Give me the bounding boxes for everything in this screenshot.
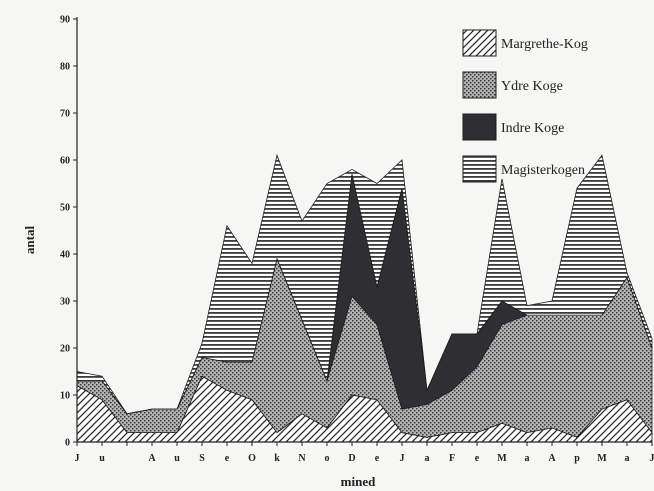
legend-swatch [462, 29, 497, 57]
x-tick-label: u [174, 453, 180, 464]
x-tick-label: N [298, 453, 306, 464]
x-tick-label: o [325, 453, 330, 464]
y-axis-ticks: 0 10 20 30 40 50 60 70 80 90 [60, 15, 77, 449]
y-tick-label: 40 [60, 250, 70, 261]
x-tick-label: e [475, 453, 480, 464]
y-tick-label: 60 [60, 156, 70, 167]
x-tick-label: J [400, 453, 405, 464]
x-axis-title: mined [341, 474, 376, 489]
legend: Margrethe-Kog Ydre Koge Indre Koge Magister… [462, 29, 588, 183]
x-tick-label: k [274, 453, 280, 464]
y-tick-label: 0 [65, 438, 70, 449]
legend-swatch [462, 113, 497, 141]
x-tick-label: a [525, 453, 530, 464]
x-tick-label: O [248, 453, 256, 464]
axes [76, 17, 652, 443]
legend-swatch [462, 155, 497, 183]
x-tick-label: F [449, 453, 455, 464]
x-tick-label: M [497, 453, 507, 464]
legend-label: Magisterkogen [501, 163, 585, 178]
y-tick-label: 90 [60, 15, 70, 26]
x-tick-label: a [425, 453, 430, 464]
series-area-magisterkogen [76, 153, 653, 415]
legend-label: Margrethe-Kog [501, 37, 588, 52]
y-tick-label: 30 [60, 297, 70, 308]
y-axis-title: antal [22, 226, 37, 255]
x-tick-label: e [375, 453, 380, 464]
y-tick-label: 20 [60, 344, 70, 355]
y-tick-label: 50 [60, 203, 70, 214]
x-tick-label: e [225, 453, 230, 464]
y-tick-label: 10 [60, 391, 70, 402]
legend-label: Indre Koge [501, 121, 564, 136]
legend-label: Ydre Koge [501, 79, 563, 94]
x-tick-label: A [548, 453, 556, 464]
x-tick-label: p [574, 453, 580, 464]
x-tick-label: J [650, 453, 654, 464]
x-tick-label: S [199, 453, 205, 464]
y-tick-label: 80 [60, 62, 70, 73]
legend-swatch [462, 71, 497, 99]
x-tick-label: A [148, 453, 156, 464]
x-tick-label: u [99, 453, 105, 464]
y-tick-label: 70 [60, 109, 70, 120]
x-tick-label: a [625, 453, 630, 464]
x-tick-label: D [348, 453, 355, 464]
series-areas [76, 153, 653, 443]
x-tick-label: M [597, 453, 607, 464]
x-tick-label: J [75, 453, 80, 464]
